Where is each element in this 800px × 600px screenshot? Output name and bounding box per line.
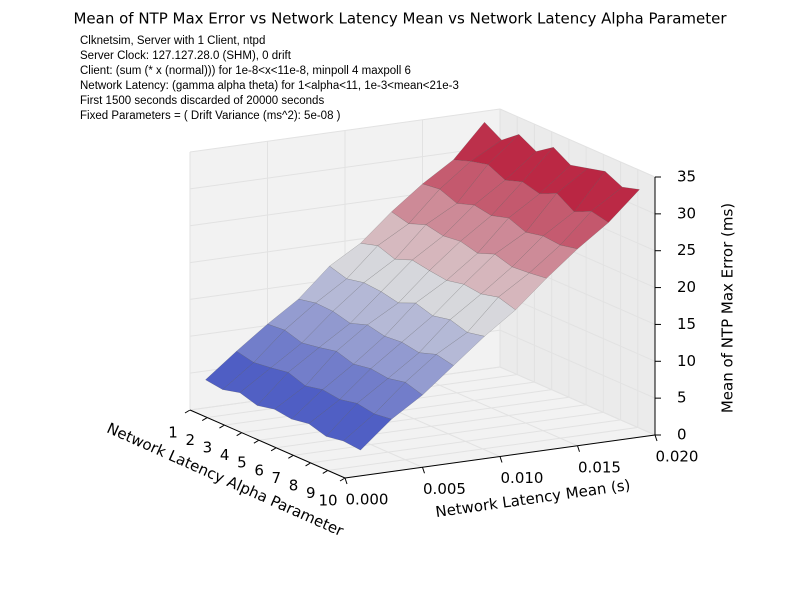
- y-tick-label: 0.015: [578, 458, 621, 476]
- tick-mark: [422, 467, 425, 474]
- z-tick-label: 25: [677, 241, 696, 259]
- annotation: Clknetsim, Server with 1 Client, ntpd: [80, 35, 265, 47]
- x-tick-label: 10: [318, 492, 337, 510]
- annotation: Network Latency: (gamma alpha theta) for…: [80, 80, 459, 92]
- chart-title: Mean of NTP Max Error vs Network Latency…: [73, 10, 727, 28]
- tick-mark: [344, 477, 348, 485]
- tick-mark: [577, 445, 580, 452]
- z-tick-label: 0: [677, 426, 687, 444]
- axis-line: [189, 409, 346, 479]
- tick-mark: [499, 456, 503, 463]
- tick-mark: [288, 454, 294, 459]
- x-tick-label: 6: [254, 461, 264, 479]
- tick-mark: [305, 462, 311, 467]
- tick-mark: [339, 477, 346, 482]
- z-tick-label: 5: [677, 389, 687, 407]
- y-tick-label: 0.010: [501, 469, 544, 487]
- grid-line: [189, 108, 501, 153]
- y-tick-label: 0.000: [346, 491, 389, 509]
- z-axis-label: Mean of NTP Max Error (ms): [719, 203, 737, 413]
- x-tick-label: 1: [168, 424, 178, 442]
- tick-mark: [654, 434, 658, 442]
- grid-line: [499, 108, 656, 178]
- x-tick-label: 2: [185, 431, 195, 449]
- z-tick-label: 20: [677, 278, 696, 296]
- z-tick-label: 35: [677, 168, 696, 186]
- annotation: Server Clock: 127.127.28.0 (SHM), 0 drif…: [80, 50, 292, 62]
- annotation: First 1500 seconds discarded of 20000 se…: [80, 95, 324, 107]
- axis-line: [344, 434, 656, 479]
- tick-mark: [184, 409, 191, 414]
- z-tick-label: 10: [677, 352, 696, 370]
- tick-mark: [219, 424, 225, 429]
- grid-line: [499, 329, 656, 399]
- grid-line: [189, 145, 501, 190]
- x-tick-label: 7: [272, 469, 282, 487]
- surface-patch: [343, 413, 392, 451]
- grid-line: [499, 366, 656, 436]
- grid-line: [422, 377, 578, 447]
- annotation: Fixed Parameters = ( Drift Variance (ms^…: [80, 110, 341, 122]
- tick-mark: [322, 470, 329, 474]
- x-tick-label: 3: [203, 439, 213, 457]
- z-tick-label: 30: [677, 204, 696, 222]
- x-tick-label: 9: [306, 484, 316, 502]
- tick-mark: [201, 417, 208, 421]
- y-tick-label: 0.005: [423, 480, 466, 498]
- x-tick-label: 4: [220, 446, 230, 464]
- y-tick-label: 0.020: [656, 448, 699, 466]
- z-tick-label: 15: [677, 315, 696, 333]
- x-tick-label: 5: [237, 454, 247, 472]
- x-tick-label: 8: [289, 476, 299, 494]
- tick-mark: [253, 439, 260, 444]
- grid-line: [499, 292, 656, 362]
- annotation: Client: (sum (* x (normal))) for 1e-8<x<…: [80, 65, 411, 77]
- tick-mark: [270, 447, 277, 452]
- tick-mark: [236, 432, 242, 437]
